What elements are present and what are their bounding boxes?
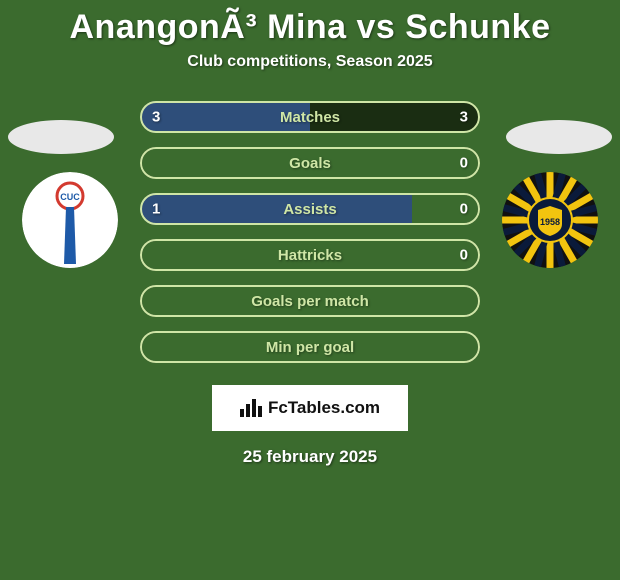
stat-row: Goals 0 bbox=[0, 147, 620, 179]
stat-value-left: 3 bbox=[152, 109, 160, 126]
brand-box: FcTables.com bbox=[212, 385, 408, 431]
stat-label: Min per goal bbox=[266, 339, 354, 356]
stat-value-right: 3 bbox=[460, 109, 468, 126]
stat-row: Goals per match bbox=[0, 285, 620, 317]
stat-label: Matches bbox=[280, 109, 340, 126]
stat-value-left: 1 bbox=[152, 201, 160, 218]
stat-pill: Assists 1 0 bbox=[140, 193, 480, 225]
stat-value-right: 0 bbox=[460, 155, 468, 172]
brand-bars-icon bbox=[240, 399, 262, 417]
stat-pill: Goals per match bbox=[140, 285, 480, 317]
stat-row: Hattricks 0 bbox=[0, 239, 620, 271]
stat-pill: Min per goal bbox=[140, 331, 480, 363]
content-wrap: AnangonÃ³ Mina vs Schunke Club competiti… bbox=[0, 0, 620, 580]
stat-label: Goals per match bbox=[251, 293, 369, 310]
date-text: 25 february 2025 bbox=[243, 447, 377, 467]
stat-label: Goals bbox=[289, 155, 331, 172]
stat-value-right: 0 bbox=[460, 201, 468, 218]
subtitle: Club competitions, Season 2025 bbox=[187, 53, 432, 71]
brand-text: FcTables.com bbox=[268, 398, 380, 418]
stat-label: Hattricks bbox=[278, 247, 342, 264]
bar-fill-left bbox=[140, 193, 412, 225]
stat-value-right: 0 bbox=[460, 247, 468, 264]
stat-pill: Hattricks 0 bbox=[140, 239, 480, 271]
stat-label: Assists bbox=[283, 201, 336, 218]
page-title: AnangonÃ³ Mina vs Schunke bbox=[70, 8, 551, 47]
stat-row: Min per goal bbox=[0, 331, 620, 363]
stat-pill: Goals 0 bbox=[140, 147, 480, 179]
stat-row: Matches 3 3 bbox=[0, 101, 620, 133]
stats-container: Matches33Goals0Assists10Hattricks0Goals … bbox=[0, 101, 620, 377]
stat-row: Assists 1 0 bbox=[0, 193, 620, 225]
stat-pill: Matches 3 3 bbox=[140, 101, 480, 133]
